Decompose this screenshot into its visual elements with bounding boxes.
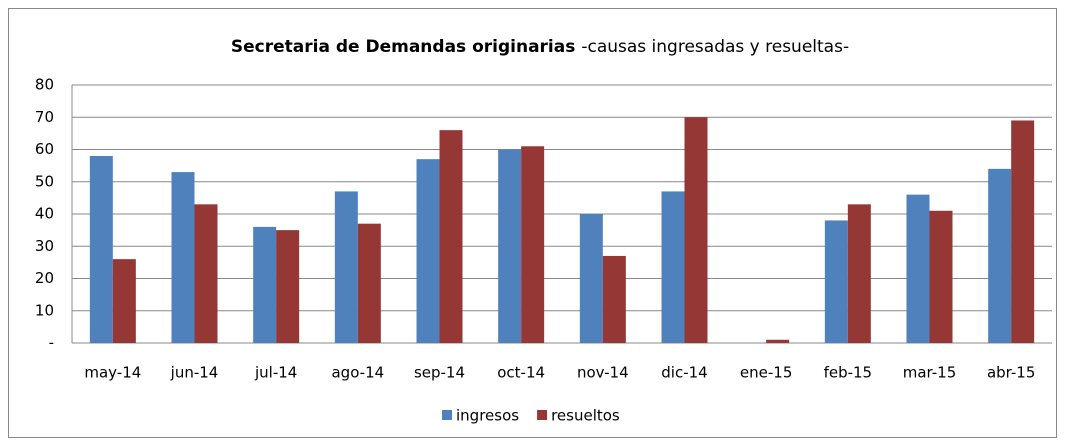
x-tick-label: jul-14 [254, 364, 297, 382]
legend-swatch [442, 410, 452, 420]
bar [929, 210, 953, 343]
y-tick-label: 60 [35, 140, 54, 158]
bar [847, 204, 871, 343]
chart-subtitle: -causas ingresadas y resueltas- [581, 37, 849, 57]
bar [334, 191, 358, 343]
y-tick-label: 20 [35, 269, 54, 287]
bar [579, 214, 603, 343]
bar [602, 255, 626, 343]
chart-title-line: Secretaria de Demandas originarias -causa… [231, 37, 849, 57]
legend-label: resueltos [551, 407, 620, 425]
bar [1011, 120, 1035, 343]
y-tick-label: - [49, 334, 54, 352]
x-tick-label: jun-14 [170, 364, 219, 382]
y-tick-label: 40 [35, 205, 54, 223]
bar [171, 172, 195, 343]
bar [112, 259, 136, 343]
bar [684, 117, 708, 343]
bar [276, 230, 300, 343]
bar [439, 130, 463, 343]
bar [988, 168, 1012, 343]
bar [521, 146, 545, 343]
bar [906, 194, 930, 343]
x-tick-label: ene-15 [740, 364, 792, 382]
legend-swatch [537, 410, 548, 420]
bar [194, 204, 218, 343]
y-tick-label: 30 [35, 237, 54, 255]
x-tick-label: nov-14 [577, 364, 629, 382]
x-tick-label: mar-15 [903, 364, 957, 382]
x-tick-label: dic-14 [661, 364, 707, 382]
bar [824, 220, 848, 343]
x-tick-label: may-14 [84, 364, 141, 382]
bar [357, 223, 381, 343]
chart-title: Secretaria de Demandas originarias [231, 37, 575, 57]
x-tick-label: ago-14 [331, 364, 384, 382]
x-tick-label: sep-14 [414, 364, 465, 382]
y-tick-label: 80 [35, 76, 54, 94]
x-tick-label: oct-14 [497, 364, 545, 382]
y-tick-label: 10 [35, 301, 54, 319]
y-tick-label: 70 [35, 108, 54, 126]
bar [416, 159, 440, 343]
bar [766, 339, 790, 343]
x-tick-label: feb-15 [824, 364, 873, 382]
bar [253, 226, 277, 343]
legend-label: ingresos [456, 407, 519, 425]
y-tick-label: 50 [35, 172, 54, 190]
bar [89, 155, 113, 343]
bar [498, 149, 522, 343]
bar [661, 191, 685, 343]
x-tick-label: abr-15 [987, 364, 1035, 382]
